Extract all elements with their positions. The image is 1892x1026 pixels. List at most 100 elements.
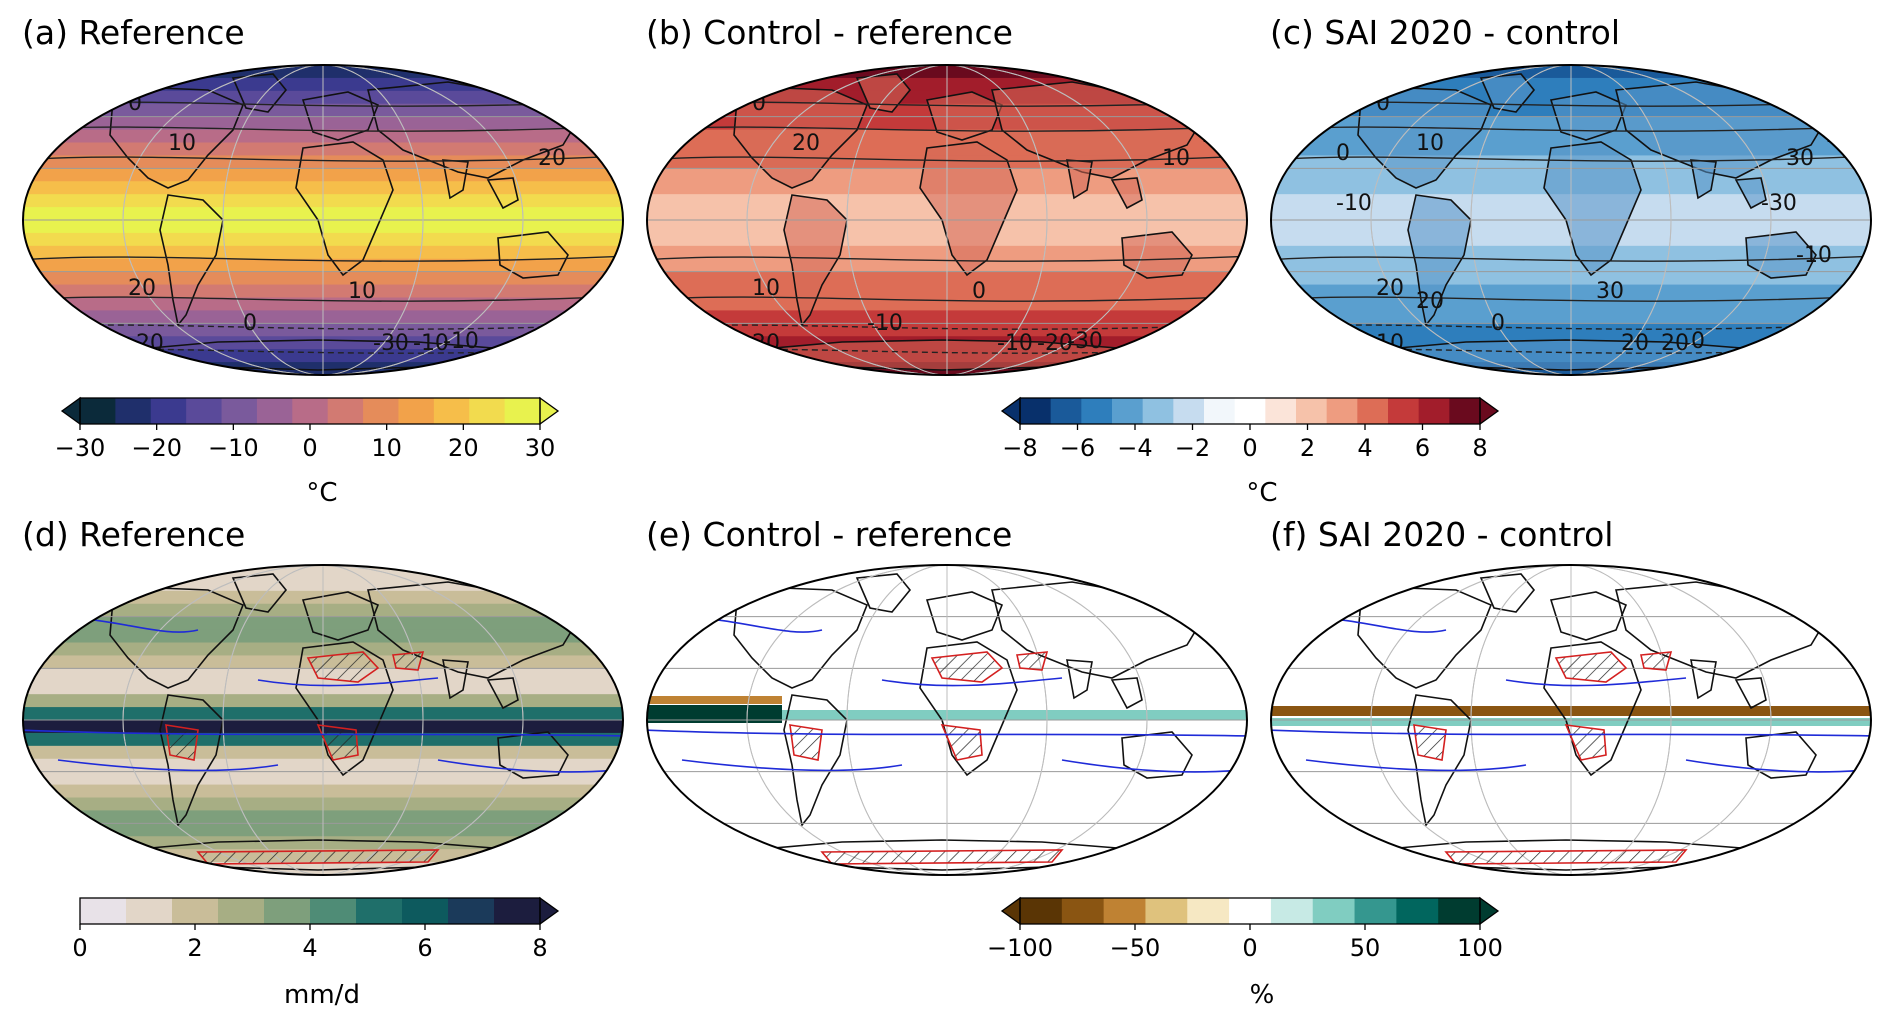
- colorbar-unit-2: °C: [1246, 478, 1278, 508]
- colorbar-segment: [1296, 398, 1328, 424]
- graticule-lon: [846, 65, 1048, 375]
- contour-label: -10: [997, 331, 1033, 356]
- land-seAsia: [486, 177, 519, 210]
- colorbar-segment: [494, 898, 541, 924]
- wet-contour: [881, 677, 1063, 687]
- land-southAmerica: [159, 694, 224, 827]
- wet-contour: [1061, 759, 1243, 773]
- graticule-lon: [122, 565, 524, 875]
- colorbar-segment: [115, 398, 152, 424]
- contour-label: 0: [1796, 337, 1810, 362]
- isotherm-contour: [23, 155, 623, 162]
- land-seAsia: [1734, 677, 1767, 710]
- map-frame: [1270, 64, 1872, 376]
- panel-title-e: (e) Control - reference: [646, 515, 1013, 554]
- field-wet-band: [782, 710, 1247, 720]
- contour-label: 20: [1202, 123, 1230, 148]
- contour-label: 10: [1416, 131, 1444, 156]
- land-greenland: [1479, 73, 1536, 113]
- isotherm-contour: [647, 295, 1247, 302]
- land-northAmerica: [1357, 587, 1493, 689]
- contour-label: 20: [1621, 331, 1649, 356]
- land-seAsia: [1110, 677, 1143, 710]
- hatched-region-mideast: [392, 651, 425, 671]
- graticule-lon: [1470, 565, 1672, 875]
- contour-label: 0: [1336, 141, 1350, 166]
- graticule-lon: [222, 65, 424, 375]
- colorbar-segment: [469, 398, 506, 424]
- graticule-lon: [1370, 65, 1772, 375]
- colorbar-segment: [1326, 398, 1358, 424]
- graticule-lon: [846, 565, 1048, 875]
- colorbar-segment: [80, 398, 116, 424]
- land-greenland: [231, 73, 288, 113]
- colorbar-segment: [1229, 898, 1272, 924]
- hatched-region-sahara: [1554, 651, 1628, 683]
- land-australia: [497, 231, 569, 279]
- colorbar-tick-label: −30: [55, 434, 106, 462]
- colorbar-extend-max: [539, 896, 560, 926]
- contour-label: -30: [1761, 191, 1797, 216]
- contour-label: 10: [558, 61, 586, 86]
- panel-title-f: (f) SAI 2020 - control: [1270, 515, 1614, 554]
- colorbar-extend-min: [1000, 896, 1021, 926]
- colorbar-segment: [150, 398, 187, 424]
- wet-contour: [23, 729, 623, 737]
- land-australia: [497, 731, 569, 779]
- land-seAsia: [1734, 177, 1767, 210]
- contour-label: 10: [578, 123, 606, 148]
- contour-label: -10: [443, 329, 479, 354]
- colorbar-unit-1: °C: [306, 478, 338, 508]
- colorbar-segment: [1418, 398, 1450, 424]
- graticule-lon: [1370, 565, 1772, 875]
- map-field: [647, 565, 1247, 875]
- isotherm-contour: [1271, 295, 1871, 302]
- land-southAmerica: [783, 194, 848, 327]
- colorbar-tick-label: 4: [302, 934, 317, 962]
- contour-label: 0: [1691, 329, 1705, 354]
- land-europe: [1549, 91, 1628, 141]
- colorbar-segment: [504, 398, 541, 424]
- colorbar-extend-max: [1479, 896, 1500, 926]
- contour-label: 0: [1491, 311, 1505, 336]
- colorbar-tick-label: 4: [1357, 434, 1372, 462]
- contour-label: 10: [752, 276, 780, 301]
- land-southAmerica: [159, 194, 224, 327]
- land-europe: [301, 591, 380, 641]
- land-southAmerica: [1407, 194, 1472, 327]
- colorbar-segment: [1173, 398, 1205, 424]
- panel-title-c: (c) SAI 2020 - control: [1270, 13, 1620, 52]
- colorbar-tick-label: 6: [1415, 434, 1430, 462]
- colorbar-temperature-reference: −30 −20 −10 0 10 20 30: [55, 396, 560, 462]
- wet-contour: [1271, 729, 1871, 737]
- land-greenland: [855, 573, 912, 613]
- land-australia: [1121, 231, 1193, 279]
- contour-label: 0: [972, 279, 986, 304]
- wet-contour: [257, 677, 439, 687]
- colorbar-segment: [398, 398, 435, 424]
- colorbar-segment: [172, 898, 219, 924]
- colorbar-segment: [1204, 398, 1236, 424]
- field-dry-band: [647, 696, 782, 704]
- land-africa: [919, 641, 1018, 777]
- land-india: [1690, 659, 1717, 700]
- colorbar-segment: [1234, 398, 1266, 424]
- colorbar-tick-label: −4: [1117, 434, 1152, 462]
- colorbar-segment: [1388, 398, 1420, 424]
- map-frame: [22, 64, 624, 376]
- colorbar-segment: [256, 398, 293, 424]
- hatched-region-sahara: [306, 651, 380, 683]
- land-europe: [925, 91, 1004, 141]
- contour-label: 0: [243, 311, 257, 336]
- colorbar-tick-label: 20: [448, 434, 479, 462]
- colorbar-segment: [186, 398, 223, 424]
- graticule-lon: [746, 565, 1148, 875]
- colorbar-segment: [448, 898, 495, 924]
- land-africa: [295, 641, 394, 777]
- colorbar-segment: [1103, 898, 1146, 924]
- wet-contour: [57, 759, 279, 772]
- colorbar-precipitation-reference: 0 2 4 6 8: [72, 896, 560, 962]
- colorbar-tick-label: 0: [302, 434, 317, 462]
- contour-label: -30: [1067, 329, 1103, 354]
